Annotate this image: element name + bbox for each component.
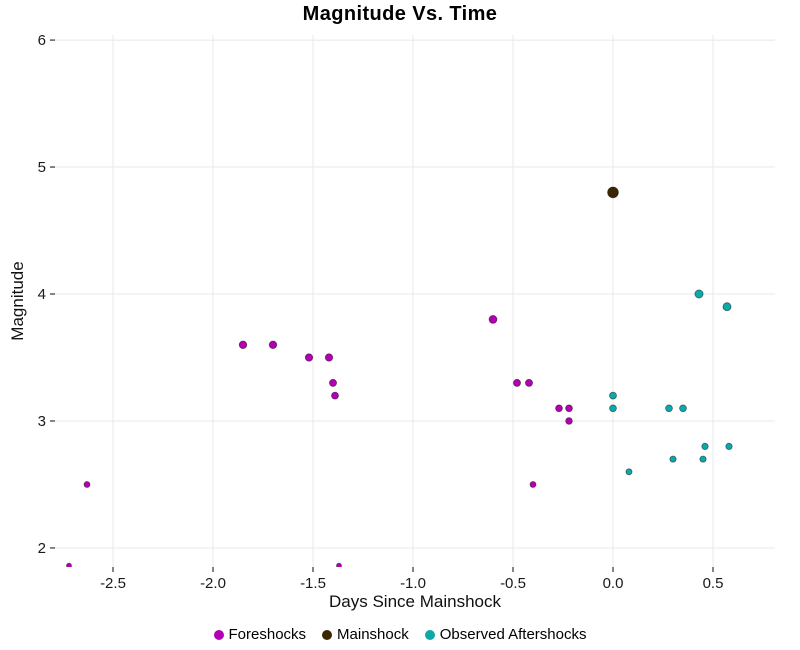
data-point-foreshocks <box>83 481 91 488</box>
data-point-mainshock <box>607 186 619 199</box>
data-point-observed-aftershocks <box>609 391 617 400</box>
x-tick-label: 0.5 <box>703 575 724 592</box>
data-point-foreshocks <box>331 391 339 400</box>
legend: Foreshocks Mainshock Observed Aftershock… <box>0 626 800 643</box>
y-tick-label: 3 <box>38 413 46 430</box>
data-point-observed-aftershocks <box>725 442 733 450</box>
x-tick-label: -1.0 <box>400 575 426 592</box>
data-point-foreshocks <box>529 481 537 488</box>
y-tick-label: 2 <box>38 540 46 557</box>
x-tick-label: -2.0 <box>200 575 226 592</box>
data-point-foreshocks <box>555 404 563 413</box>
legend-label-observed-aftershocks: Observed Aftershocks <box>439 626 587 643</box>
legend-item-foreshocks: Foreshocks <box>213 626 307 643</box>
data-point-observed-aftershocks <box>722 302 732 312</box>
mainshock-marker-icon <box>322 629 333 640</box>
data-point-foreshocks <box>324 353 334 362</box>
y-tick-label: 5 <box>38 159 46 176</box>
y-axis-label: Magnitude <box>8 261 27 341</box>
data-point-foreshocks <box>238 340 248 349</box>
legend-label-mainshock: Mainshock <box>337 626 409 643</box>
data-point-foreshocks <box>268 340 278 349</box>
observed-aftershocks-marker-icon <box>424 629 435 640</box>
data-point-foreshocks <box>565 404 573 413</box>
data-point-foreshocks <box>336 562 342 567</box>
data-point-foreshocks <box>488 315 498 324</box>
data-point-foreshocks <box>66 562 72 567</box>
x-tick-label: -1.5 <box>300 575 326 592</box>
foreshocks-marker-icon <box>213 629 224 640</box>
data-point-observed-aftershocks <box>669 455 677 463</box>
x-tick-label: 0.0 <box>603 575 624 592</box>
y-tick-label: 6 <box>38 32 46 49</box>
legend-item-mainshock: Mainshock <box>322 626 409 643</box>
x-axis-label: Days Since Mainshock <box>329 592 501 611</box>
data-point-foreshocks <box>565 417 573 425</box>
data-point-foreshocks <box>525 378 533 387</box>
x-tick-label: -2.5 <box>100 575 126 592</box>
legend-label-foreshocks: Foreshocks <box>228 626 307 643</box>
data-point-observed-aftershocks <box>694 289 704 299</box>
data-point-foreshocks <box>329 378 337 387</box>
data-point-observed-aftershocks <box>665 404 673 413</box>
data-point-observed-aftershocks <box>699 455 707 463</box>
data-points-group <box>66 186 733 567</box>
y-tick-label: 4 <box>38 286 46 303</box>
data-point-observed-aftershocks <box>679 404 687 413</box>
chart-title: Magnitude Vs. Time <box>302 3 498 25</box>
data-point-observed-aftershocks <box>701 442 709 450</box>
data-point-foreshocks <box>304 353 314 362</box>
x-tick-label: -0.5 <box>500 575 526 592</box>
data-point-observed-aftershocks <box>609 404 617 413</box>
legend-item-observed-aftershocks: Observed Aftershocks <box>424 626 587 643</box>
data-point-foreshocks <box>513 378 521 387</box>
data-point-observed-aftershocks <box>625 468 633 476</box>
